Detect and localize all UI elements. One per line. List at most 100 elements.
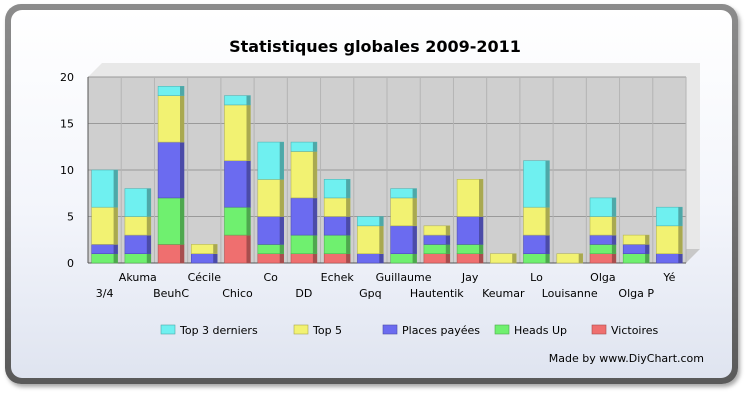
bar-segment-shade bbox=[113, 244, 118, 254]
x-tick-label: Olga bbox=[590, 271, 615, 284]
bar-segment-shade bbox=[279, 216, 284, 245]
chart-title: Statistiques globales 2009-2011 bbox=[229, 37, 521, 56]
bar-segment-shade bbox=[645, 253, 650, 263]
credit-text: Made by www.DiyChart.com bbox=[548, 352, 704, 365]
x-tick-label: Guillaume bbox=[376, 271, 432, 284]
bar-segment-shade bbox=[545, 207, 550, 236]
bar-segment-shade bbox=[312, 253, 317, 263]
legend-label: Top 5 bbox=[312, 324, 342, 337]
x-tick-label: Jay bbox=[461, 271, 479, 284]
bar-segment-shade bbox=[213, 244, 218, 254]
bar-segment-shade bbox=[113, 170, 118, 208]
bar-segment-shade bbox=[545, 235, 550, 254]
x-tick-label: 3/4 bbox=[96, 287, 114, 300]
bar-segment-shade bbox=[611, 197, 616, 217]
bar-segment-shade bbox=[611, 244, 616, 254]
x-tick-label: DD bbox=[295, 287, 312, 300]
legend-swatch bbox=[591, 324, 607, 335]
bar-segment-shade bbox=[678, 253, 683, 263]
bar-segment bbox=[157, 141, 185, 199]
bar-segment-shade bbox=[312, 142, 317, 152]
x-tick-label: Keumar bbox=[482, 287, 525, 300]
bar-segment-shade bbox=[346, 253, 351, 263]
bar-segment-shade bbox=[479, 244, 483, 254]
bar-segment-shade bbox=[479, 216, 483, 245]
bar-segment bbox=[456, 216, 484, 245]
x-tick-label: Echek bbox=[321, 271, 355, 284]
bar-segment-shade bbox=[312, 235, 317, 254]
bar-segment-shade bbox=[346, 216, 351, 236]
bar-segment-shade bbox=[279, 142, 284, 180]
bar-segment-shade bbox=[412, 253, 417, 263]
bar-segment-shade bbox=[180, 197, 184, 245]
bar-segment-shade bbox=[146, 188, 151, 217]
bar-segment-shade bbox=[279, 253, 284, 263]
y-tick-label: 10 bbox=[60, 164, 74, 177]
bar-segment-shade bbox=[379, 225, 384, 254]
legend-swatch bbox=[160, 324, 176, 335]
bar-segment-shade bbox=[611, 253, 616, 263]
bar-segment-shade bbox=[678, 207, 683, 226]
bar-segment-shade bbox=[445, 244, 450, 254]
bar-segment-shade bbox=[246, 235, 251, 263]
bar-segment-shade bbox=[213, 253, 218, 263]
bar-segment bbox=[622, 234, 650, 245]
bar-segment-shade bbox=[545, 160, 550, 208]
bar-segment-shade bbox=[645, 244, 650, 254]
bar-segment-shade bbox=[246, 104, 251, 161]
bar-segment-shade bbox=[645, 235, 650, 245]
x-tick-label: Lo bbox=[530, 271, 543, 284]
bar-segment-shade bbox=[578, 253, 583, 263]
bar-segment-shade bbox=[246, 95, 251, 105]
bar-segment-shade bbox=[312, 197, 317, 236]
x-tick-label: Yé bbox=[662, 271, 675, 284]
legend-swatch bbox=[494, 324, 510, 335]
bar-segment-shade bbox=[146, 253, 151, 263]
bar-segment-shade bbox=[445, 235, 450, 245]
bar-segment bbox=[523, 160, 550, 208]
legend-swatch bbox=[382, 324, 398, 335]
bar-segment-shade bbox=[346, 235, 351, 254]
bar-segment-shade bbox=[113, 253, 118, 263]
x-tick-label: Gpq bbox=[359, 287, 382, 300]
bar-segment-shade bbox=[180, 95, 184, 143]
bar-segment-shade bbox=[678, 225, 683, 254]
bar-segment-shade bbox=[113, 207, 118, 245]
bar-segment-shade bbox=[146, 216, 151, 236]
bar-segment-shade bbox=[412, 225, 417, 254]
bar-segment-shade bbox=[246, 160, 251, 208]
bar-segment bbox=[656, 225, 683, 255]
bar-segment-shade bbox=[279, 244, 284, 254]
x-tick-label: Hautentik bbox=[410, 287, 464, 300]
bar-segment-shade bbox=[180, 244, 184, 263]
bar-segment bbox=[224, 206, 251, 236]
bar-segment-shade bbox=[611, 235, 616, 245]
y-tick-label: 20 bbox=[60, 71, 74, 84]
bar-segment-shade bbox=[412, 188, 417, 198]
bar-segment-shade bbox=[346, 197, 351, 217]
y-tick-label: 5 bbox=[67, 211, 74, 224]
bar-segment-shade bbox=[445, 253, 450, 263]
bar-segment bbox=[456, 179, 484, 217]
x-tick-label: Louisanne bbox=[542, 287, 598, 300]
y-tick-label: 0 bbox=[67, 257, 74, 270]
legend-label: Top 3 derniers bbox=[179, 324, 258, 337]
legend-label: Heads Up bbox=[514, 324, 567, 337]
bar-segment bbox=[390, 225, 417, 255]
bar-segment bbox=[224, 104, 251, 162]
bar-segment-shade bbox=[346, 179, 351, 198]
bar-segment-shade bbox=[512, 253, 517, 263]
bar-segment-shade bbox=[180, 142, 184, 198]
bar-segment bbox=[91, 206, 118, 245]
x-tick-label: Olga P bbox=[618, 287, 654, 300]
x-tick-label: BeuhC bbox=[153, 287, 189, 300]
bar-segment bbox=[257, 141, 284, 180]
legend: Top 3 derniers Top 5 Places payées Heads Up… bbox=[160, 324, 659, 337]
bar-segment-shade bbox=[180, 86, 184, 96]
bar-segment-shade bbox=[246, 207, 251, 236]
bar-segment-shade bbox=[146, 235, 151, 254]
bar-segment-shade bbox=[379, 216, 384, 226]
bar-segment-shade bbox=[479, 179, 483, 217]
bar-segment bbox=[224, 234, 251, 264]
